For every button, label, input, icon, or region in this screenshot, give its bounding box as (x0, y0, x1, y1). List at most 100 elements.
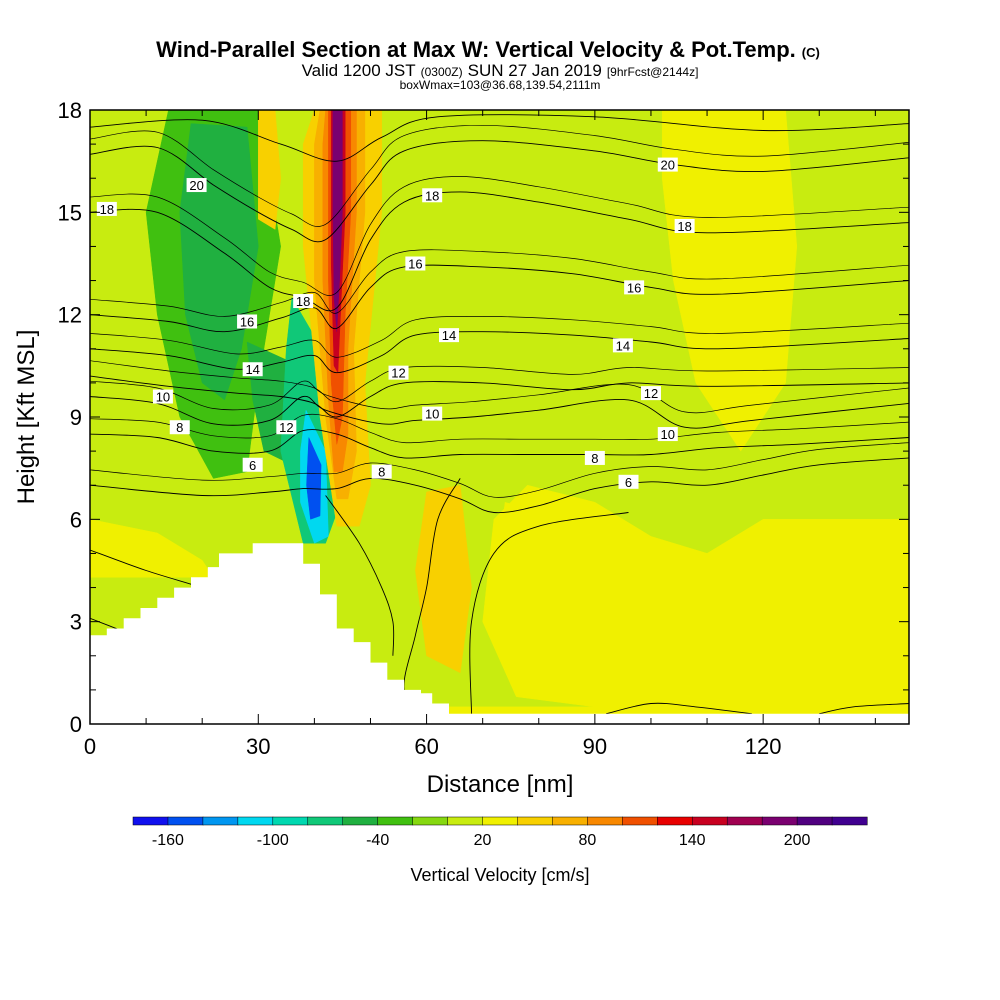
contour-label: 14 (612, 338, 633, 353)
theta-contour-minor (90, 413, 909, 444)
colorbar-swatch (342, 816, 379, 826)
theta-contour (90, 114, 909, 162)
title-mark: (C) (802, 45, 820, 60)
colorbar-swatch (761, 816, 798, 826)
contour-label-text: 14 (245, 362, 259, 377)
contour-label: 10 (657, 427, 678, 442)
colorbar-tick-label: 200 (784, 832, 811, 849)
contour-label: 16 (405, 256, 426, 272)
x-tick-label: 120 (745, 734, 782, 759)
y-tick-label: 3 (70, 610, 82, 635)
y-axis-label: Height [Kft MSL] (13, 330, 40, 505)
contour-label-text: 16 (627, 280, 641, 295)
colorbar-tick-label: 20 (474, 832, 492, 849)
colorbar-swatch (237, 816, 274, 826)
contour-label: 8 (371, 464, 392, 480)
contour-label-text: 8 (378, 465, 385, 480)
colorbar-swatch (167, 816, 204, 826)
contour-label: 18 (422, 188, 443, 203)
colorbar-swatch (307, 816, 344, 826)
terrain-mask (90, 543, 909, 724)
contour-label: 12 (276, 420, 297, 435)
colorbar-swatch (622, 816, 658, 826)
theta-contour (469, 512, 629, 714)
velocity-region (90, 519, 214, 578)
colorbar-swatch (517, 816, 553, 826)
contour-label-text: 16 (240, 314, 254, 329)
theta-contour (90, 395, 909, 429)
theta-contour-minor (90, 124, 909, 227)
contour-label: 16 (237, 314, 258, 329)
x-tick-label: 30 (246, 734, 270, 759)
colorbar-label: Vertical Velocity [cm/s] (410, 865, 589, 885)
velocity-region (179, 123, 259, 401)
contour-label: 20 (186, 178, 207, 193)
colorbar-swatch (447, 816, 484, 826)
theta-contour (606, 702, 752, 715)
contour-label: 16 (624, 280, 645, 295)
colorbar-swatch (552, 816, 588, 826)
y-tick-label: 12 (58, 303, 82, 328)
y-tick-label: 15 (58, 200, 82, 225)
contour-label-text: 18 (677, 219, 691, 234)
colorbar-swatch (726, 816, 763, 826)
y-tick-label: 18 (58, 98, 82, 123)
contour-label: 8 (169, 420, 190, 435)
contour-label-text: 10 (661, 427, 675, 442)
theta-contour-minor (90, 380, 909, 414)
colorbar: -160 -100 -40 20 80 140 200 (132, 816, 868, 849)
colorbar-tick-label: -160 (152, 832, 184, 849)
terrain (90, 543, 909, 724)
theta-contour (90, 191, 909, 312)
contour-label: 18 (674, 218, 695, 234)
contour-label: 12 (640, 386, 661, 401)
x-axis: 0 30 60 90 120 (84, 110, 876, 759)
contour-label: 6 (618, 474, 639, 490)
x-tick-label: 60 (414, 734, 438, 759)
contour-label-text: 6 (625, 475, 632, 490)
y-tick-label: 0 (70, 712, 82, 737)
colorbar-tick-label: -100 (257, 832, 289, 849)
x-tick-label: 0 (84, 734, 96, 759)
colorbar-swatch (657, 816, 693, 826)
contour-label-text: 20 (661, 158, 675, 173)
contour-label: 10 (422, 406, 443, 422)
theta-contour (90, 375, 909, 418)
colorbar-swatch (377, 816, 414, 826)
theta-contours (90, 114, 909, 715)
contour-label: 20 (657, 157, 678, 173)
velocity-region (661, 110, 798, 452)
contour-label: 18 (293, 294, 314, 309)
contour-label-text: 10 (156, 390, 170, 405)
chart-title: Wind-Parallel Section at Max W: Vertical… (156, 37, 820, 62)
velocity-region (258, 110, 281, 230)
velocity-region (415, 484, 472, 674)
contour-label-text: 16 (408, 257, 422, 272)
colorbar-tick-label: 80 (578, 832, 596, 849)
contour-label: 8 (584, 450, 605, 466)
y-tick-label: 9 (70, 405, 82, 430)
colorbar-swatch (412, 816, 449, 826)
colorbar-swatch (587, 816, 623, 826)
theta-contour (90, 140, 909, 243)
contour-label: 10 (152, 389, 173, 405)
contour-label: 18 (96, 201, 117, 217)
velocity-region (306, 437, 322, 520)
chart-subtitle-line3: boxWmax=103@36.68,139.54,2111m (400, 78, 601, 92)
colorbar-tick-label: 140 (679, 832, 706, 849)
y-axis: 0 3 6 9 12 15 18 (58, 98, 909, 737)
theta-contour (90, 457, 909, 514)
contour-label-text: 12 (644, 386, 658, 401)
contour-label-text: 12 (391, 366, 405, 381)
contour-label-text: 8 (176, 420, 183, 435)
velocity-region (493, 501, 573, 691)
colorbar-swatch (132, 816, 169, 826)
theta-contour (819, 703, 909, 715)
contour-label: 14 (242, 362, 263, 377)
x-tick-label: 90 (583, 734, 607, 759)
y-tick-label: 6 (70, 507, 82, 532)
contour-label-text: 20 (189, 178, 203, 193)
contour-label: 14 (439, 328, 460, 343)
colorbar-swatch (202, 816, 239, 826)
theta-contour-minor (90, 176, 909, 296)
